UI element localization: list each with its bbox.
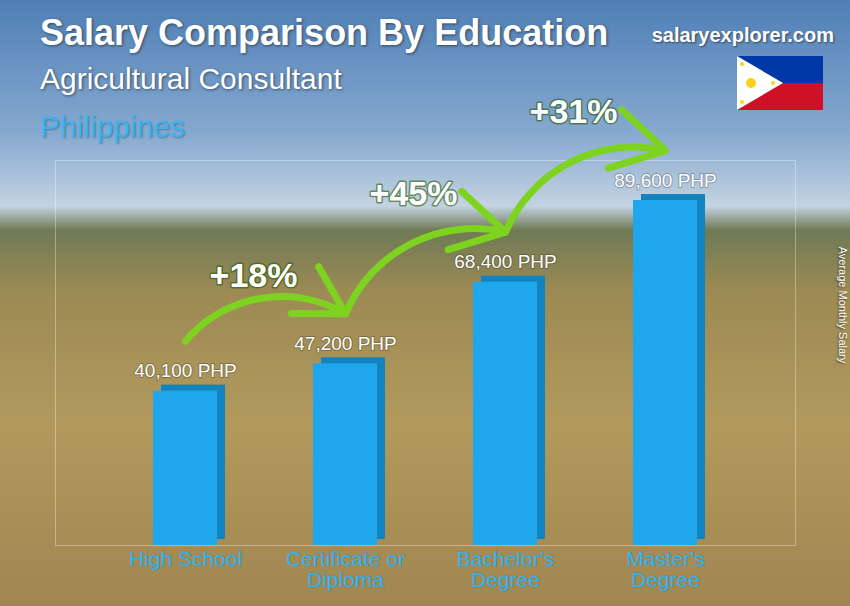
svg-text:High School: High School bbox=[129, 547, 242, 570]
svg-text:Bachelor'sDegree: Bachelor'sDegree bbox=[457, 547, 554, 591]
svg-text:47,200 PHP: 47,200 PHP bbox=[294, 333, 396, 354]
svg-text:40,100 PHP: 40,100 PHP bbox=[134, 360, 236, 381]
html-text:Philippines: Philippines bbox=[40, 110, 186, 143]
svg-text:Certificate orDiploma: Certificate orDiploma bbox=[286, 547, 405, 591]
svg-text:Master'sDegree: Master'sDegree bbox=[626, 547, 705, 591]
svg-text:89,600 PHP: 89,600 PHP bbox=[614, 170, 716, 191]
svg-text:+31%: +31% bbox=[530, 92, 618, 130]
svg-text:+18%: +18% bbox=[210, 256, 298, 294]
svg-text:68,400 PHP: 68,400 PHP bbox=[454, 251, 556, 272]
html-text:salaryexplorer.com: salaryexplorer.com bbox=[651, 24, 834, 46]
svg-text:+45%: +45% bbox=[370, 174, 458, 212]
html-text:Average Monthly Salary: Average Monthly Salary bbox=[837, 246, 849, 364]
html-text:Salary Comparison By Education: Salary Comparison By Education bbox=[40, 12, 609, 53]
html-text:Agricultural Consultant: Agricultural Consultant bbox=[40, 62, 342, 95]
